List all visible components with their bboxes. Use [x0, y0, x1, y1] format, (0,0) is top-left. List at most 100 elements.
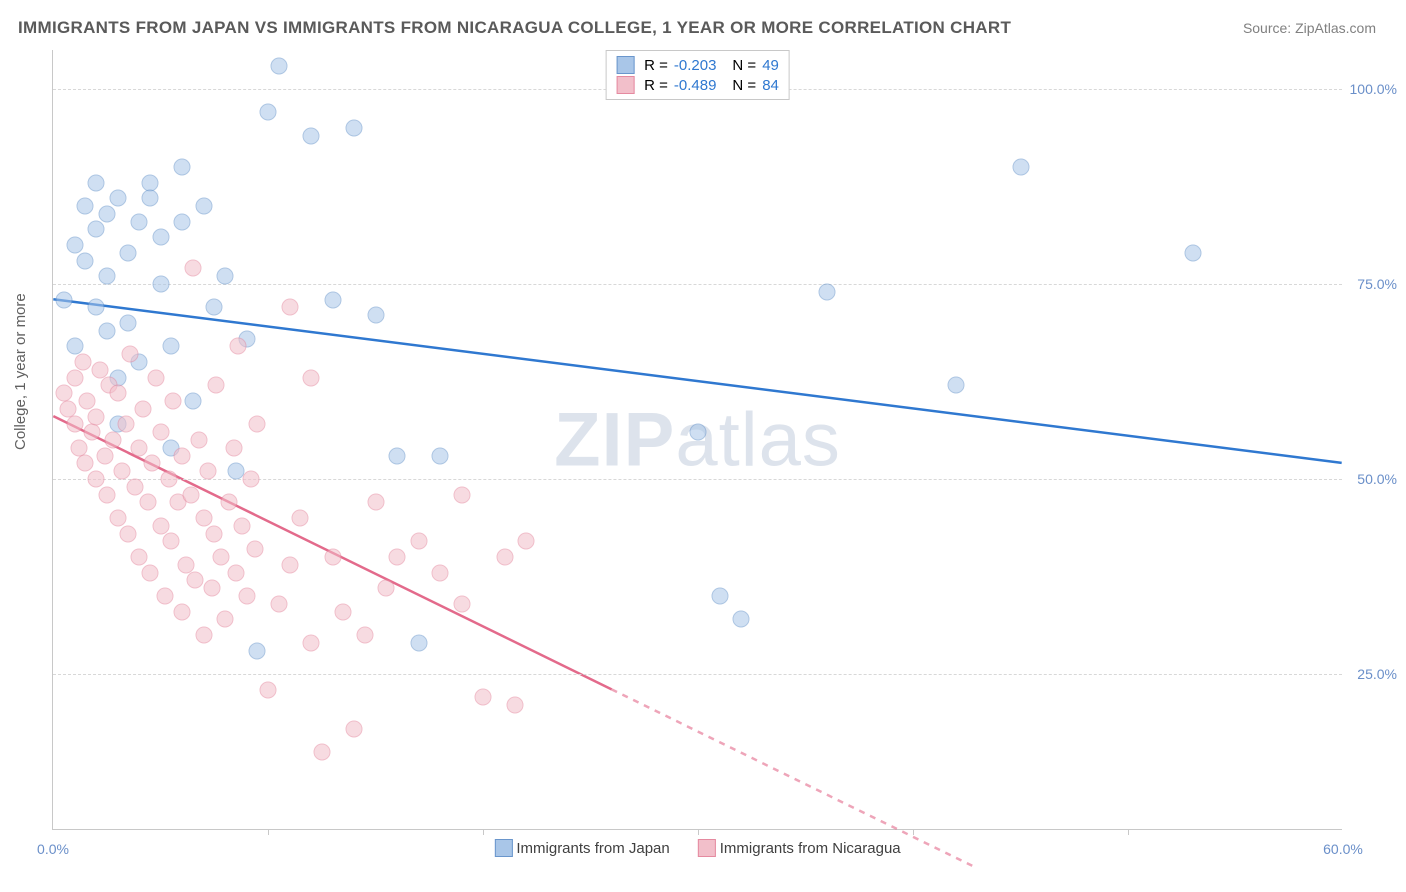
data-point [70, 439, 87, 456]
data-point [303, 369, 320, 386]
data-point [88, 408, 105, 425]
data-point [389, 447, 406, 464]
data-point [260, 681, 277, 698]
data-point [206, 299, 223, 316]
n-value-japan: 49 [762, 57, 779, 74]
data-point [453, 486, 470, 503]
r-value-japan: -0.203 [674, 57, 717, 74]
data-point [178, 556, 195, 573]
data-point [174, 603, 191, 620]
y-tick-label: 75.0% [1357, 276, 1397, 292]
data-point [131, 213, 148, 230]
correlation-legend: R = -0.203 N = 49 R = -0.489 N = 84 [605, 50, 790, 100]
data-point [507, 697, 524, 714]
data-point [98, 268, 115, 285]
data-point [249, 416, 266, 433]
data-point [88, 299, 105, 316]
data-point [324, 549, 341, 566]
data-point [120, 525, 137, 542]
legend-item-japan: Immigrants from Japan [494, 839, 669, 857]
chart-container: IMMIGRANTS FROM JAPAN VS IMMIGRANTS FROM… [0, 0, 1406, 892]
data-point [335, 603, 352, 620]
data-point [92, 361, 109, 378]
data-point [126, 478, 143, 495]
data-point [367, 494, 384, 511]
swatch-nicaragua [616, 76, 634, 94]
data-point [234, 517, 251, 534]
data-point [120, 315, 137, 332]
data-point [75, 354, 92, 371]
data-point [206, 525, 223, 542]
data-point [208, 377, 225, 394]
legend-row-nicaragua: R = -0.489 N = 84 [616, 75, 779, 95]
data-point [191, 432, 208, 449]
data-point [139, 494, 156, 511]
data-point [711, 588, 728, 605]
data-point [367, 307, 384, 324]
data-point [242, 471, 259, 488]
data-point [135, 400, 152, 417]
data-point [88, 221, 105, 238]
data-point [292, 510, 309, 527]
data-point [690, 424, 707, 441]
data-point [733, 611, 750, 628]
data-point [186, 572, 203, 589]
data-point [453, 595, 470, 612]
data-point [152, 424, 169, 441]
data-point [184, 260, 201, 277]
data-point [389, 549, 406, 566]
x-tick-mark [483, 829, 484, 835]
data-point [195, 627, 212, 644]
data-point [96, 447, 113, 464]
data-point [199, 463, 216, 480]
y-tick-label: 25.0% [1357, 666, 1397, 682]
data-point [432, 447, 449, 464]
data-point [410, 634, 427, 651]
data-point [184, 393, 201, 410]
legend-item-nicaragua: Immigrants from Nicaragua [698, 839, 901, 857]
data-point [165, 393, 182, 410]
data-point [118, 416, 135, 433]
data-point [217, 611, 234, 628]
data-point [1012, 159, 1029, 176]
data-point [66, 369, 83, 386]
data-point [247, 541, 264, 558]
data-point [204, 580, 221, 597]
series-legend: Immigrants from Japan Immigrants from Ni… [494, 839, 900, 857]
data-point [346, 120, 363, 137]
data-point [270, 595, 287, 612]
chart-title: IMMIGRANTS FROM JAPAN VS IMMIGRANTS FROM… [18, 18, 1011, 38]
data-point [249, 642, 266, 659]
data-point [141, 564, 158, 581]
data-point [475, 689, 492, 706]
data-point [163, 338, 180, 355]
data-point [303, 127, 320, 144]
gridline-horizontal [53, 284, 1342, 285]
data-point [281, 299, 298, 316]
data-point [55, 385, 72, 402]
data-point [79, 393, 96, 410]
x-tick-mark [268, 829, 269, 835]
data-point [281, 556, 298, 573]
data-point [182, 486, 199, 503]
y-axis-label: College, 1 year or more [12, 293, 29, 450]
swatch-nicaragua-bottom [698, 839, 716, 857]
data-point [303, 634, 320, 651]
data-point [432, 564, 449, 581]
n-value-nicaragua: 84 [762, 77, 779, 94]
data-point [66, 416, 83, 433]
y-tick-label: 100.0% [1350, 81, 1397, 97]
data-point [66, 237, 83, 254]
data-point [98, 486, 115, 503]
data-point [83, 424, 100, 441]
data-point [221, 494, 238, 511]
data-point [88, 174, 105, 191]
data-point [152, 517, 169, 534]
x-tick-label: 60.0% [1323, 841, 1363, 857]
plot-area: ZIPatlas R = -0.203 N = 49 R = -0.489 N … [52, 50, 1342, 830]
data-point [98, 322, 115, 339]
data-point [109, 510, 126, 527]
data-point [143, 455, 160, 472]
data-point [60, 400, 77, 417]
data-point [88, 471, 105, 488]
